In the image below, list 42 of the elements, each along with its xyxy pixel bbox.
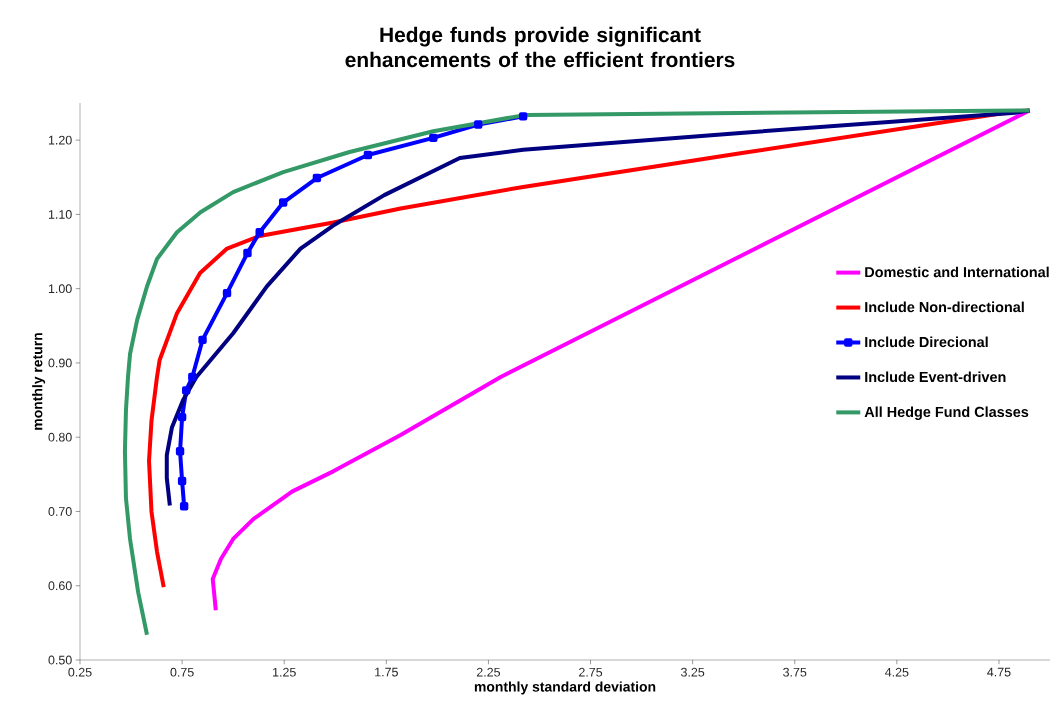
point	[429, 133, 438, 143]
point	[222, 288, 232, 298]
y-tick-label: 0.50	[48, 655, 72, 665]
x-tick-label: 2.75	[579, 667, 603, 677]
point	[179, 502, 189, 511]
legend-label: Domestic and International	[865, 266, 1049, 278]
x-axis-title: monthly standard deviation	[474, 681, 656, 695]
x-tick-label: 1.75	[375, 667, 398, 677]
point	[243, 248, 252, 258]
point	[177, 476, 187, 486]
legend-label: All Hedge Fund Classes	[864, 406, 1029, 420]
point	[255, 228, 264, 237]
y-tick-label: 1.10	[48, 210, 72, 219]
x-tick-label: 0.25	[68, 667, 92, 677]
point	[177, 412, 187, 422]
x-tick-label: 2.25	[476, 667, 501, 677]
y-tick-label: 1.20	[48, 135, 72, 145]
x-tick-label: 1.25	[273, 667, 296, 677]
y-tick-label: 1.00	[48, 284, 72, 294]
y-tick-label: 0.60	[48, 581, 72, 591]
chart-title: Hedge funds provide significant enhancements of the efficient frontiers	[345, 26, 735, 68]
y-tick-label: 0.90	[48, 358, 72, 368]
point	[518, 112, 528, 121]
point	[188, 372, 197, 382]
point	[175, 447, 185, 456]
point	[363, 150, 373, 160]
x-tick-label: 3.25	[680, 667, 705, 677]
point	[278, 198, 288, 207]
legend-label: Include Non-directional	[865, 301, 1024, 313]
x-tick-label: 4.25	[885, 667, 909, 677]
point	[312, 173, 322, 183]
legend-label: Include Event-driven	[865, 371, 1006, 383]
y-tick-label: 0.70	[48, 507, 72, 516]
legend-label: Include Direcional	[865, 336, 988, 348]
x-tick-label: 4.75	[987, 667, 1011, 677]
point	[181, 386, 191, 395]
x-tick-label: 0.75	[170, 667, 194, 677]
point	[474, 120, 483, 129]
point	[198, 335, 207, 345]
x-tick-label: 3.75	[783, 667, 807, 677]
y-axis-title: monthly return	[32, 333, 46, 430]
y-tick-label: 0.80	[48, 432, 72, 442]
